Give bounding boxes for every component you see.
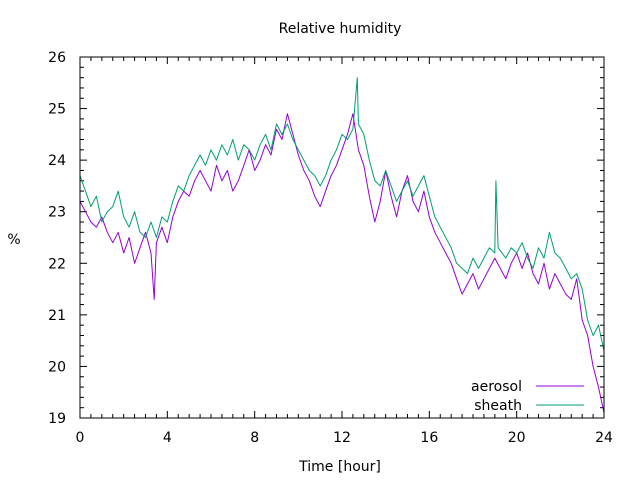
y-tick-label: 24 — [48, 153, 66, 169]
plot-area-border — [79, 56, 605, 419]
chart-title: Relative humidity — [279, 21, 402, 37]
y-tick-label: 25 — [48, 102, 66, 118]
y-axis-label: % — [7, 232, 20, 248]
y-tick-label: 20 — [48, 359, 66, 375]
x-tick-label: 12 — [333, 430, 351, 446]
series-lines — [79, 77, 605, 413]
y-tick-label: 21 — [48, 308, 66, 324]
axis-tick-labels: 0 4 8 12 16 20 24 19 20 21 22 23 24 25 26 — [48, 50, 613, 446]
legend-label-sheath: sheath — [474, 398, 522, 414]
y-tick-label: 22 — [48, 256, 66, 272]
series-line-aerosol — [79, 113, 605, 413]
x-tick-label: 16 — [420, 430, 438, 446]
x-tick-label: 20 — [508, 430, 526, 446]
legend: aerosol sheath — [471, 379, 584, 414]
x-tick-label: 4 — [163, 430, 172, 446]
legend-label-aerosol: aerosol — [471, 379, 522, 395]
y-tick-label: 19 — [48, 411, 66, 427]
x-tick-label: 8 — [250, 430, 259, 446]
y-tick-label: 23 — [48, 205, 66, 221]
y-tick-label: 26 — [48, 50, 66, 66]
x-axis-label: Time [hour] — [298, 459, 381, 475]
x-tick-label: 24 — [595, 430, 613, 446]
series-line-sheath — [79, 77, 605, 352]
x-tick-label: 0 — [76, 430, 85, 446]
